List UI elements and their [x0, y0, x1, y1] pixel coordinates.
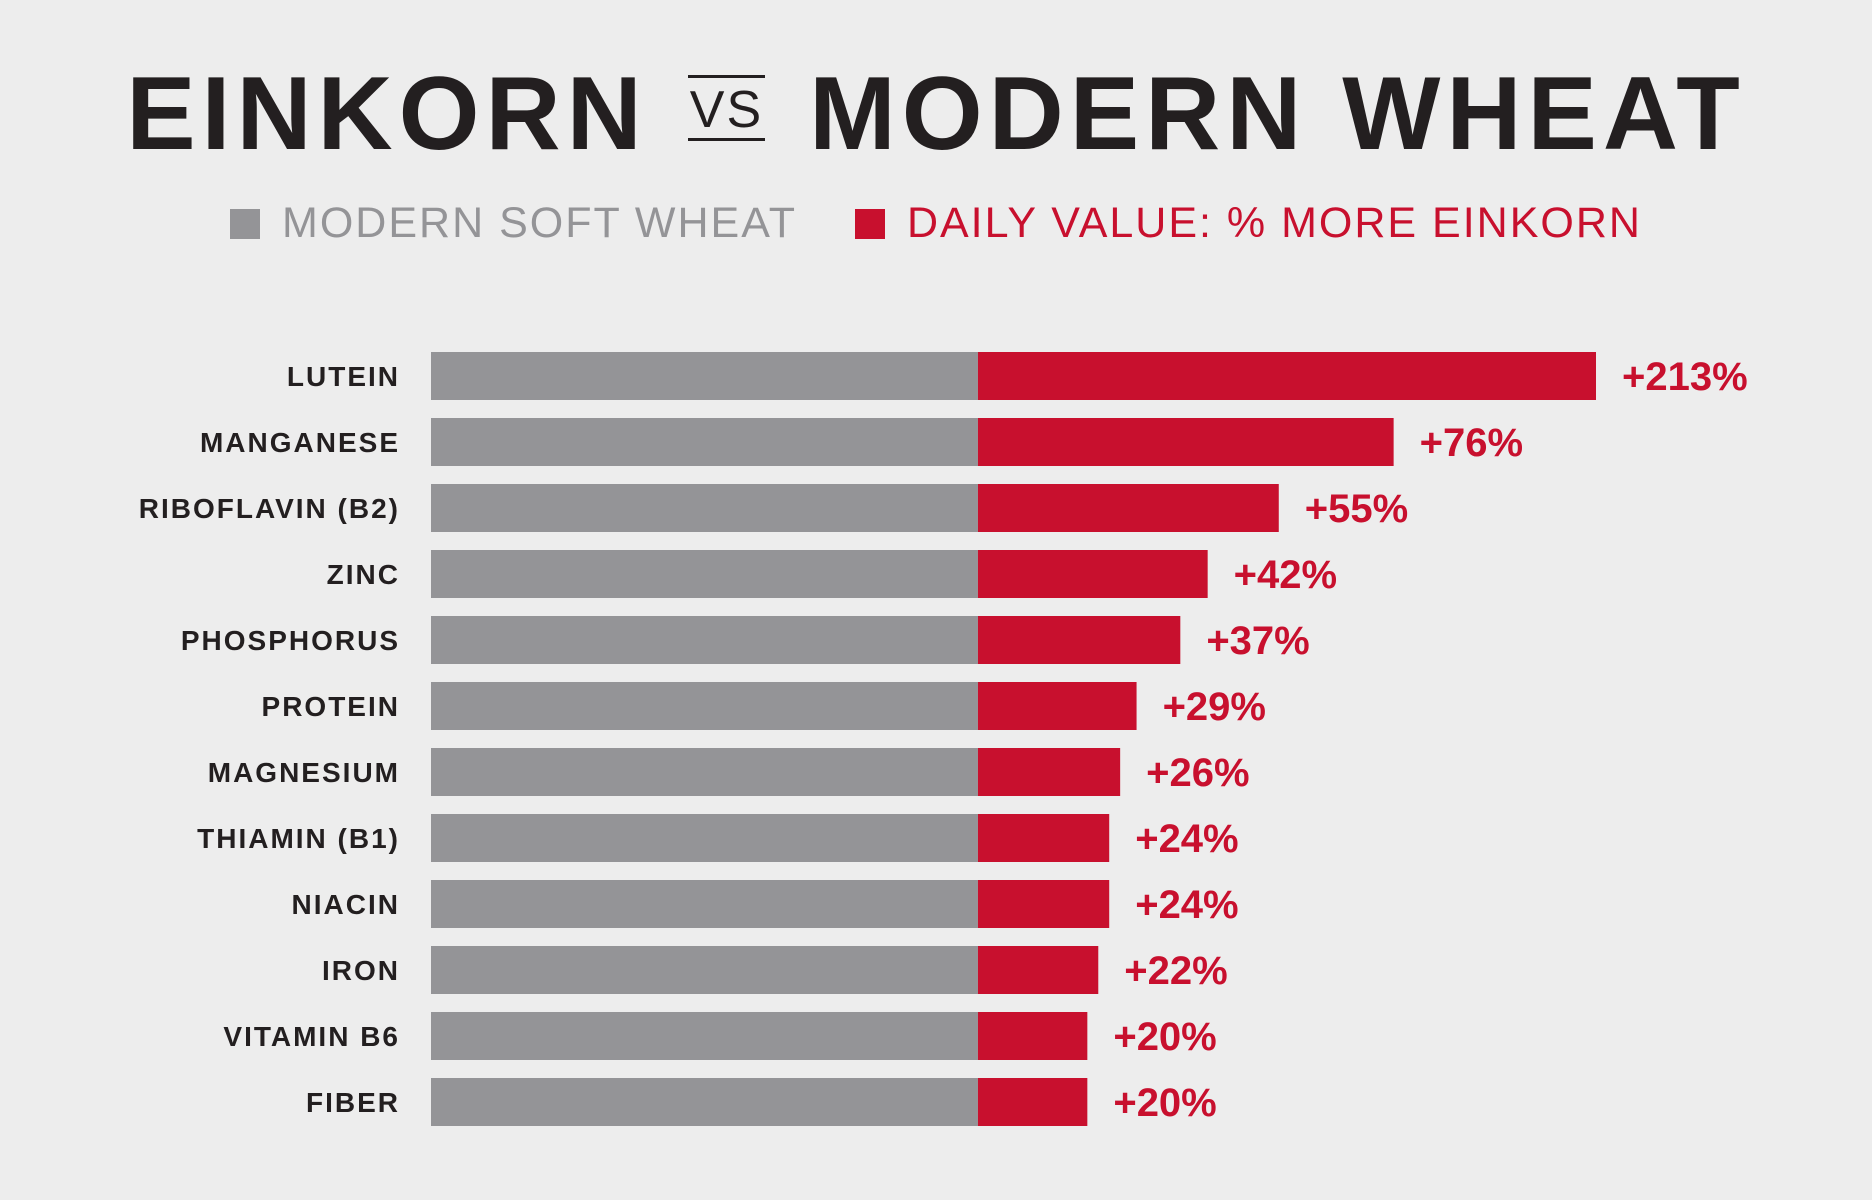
bar-einkorn: [977, 748, 1121, 796]
bar-modern: [431, 352, 978, 400]
category-label: IRON: [322, 955, 400, 986]
value-label: +24%: [1135, 883, 1238, 927]
legend-item-modern: MODERN SOFT WHEAT: [230, 202, 797, 245]
bar-einkorn: [977, 1078, 1088, 1126]
bar-einkorn: [977, 616, 1181, 664]
legend-label-modern: MODERN SOFT WHEAT: [282, 199, 797, 247]
category-label: NIACIN: [292, 889, 400, 920]
legend-label-einkorn: DAILY VALUE: % MORE EINKORN: [906, 199, 1642, 247]
category-label: FIBER: [306, 1087, 400, 1118]
value-label: +29%: [1163, 685, 1266, 729]
bar-modern: [431, 418, 978, 466]
value-label: +37%: [1206, 619, 1309, 663]
category-label: PROTEIN: [262, 691, 400, 722]
legend-swatch-einkorn: [854, 208, 885, 239]
value-label: +24%: [1135, 817, 1238, 861]
bar-einkorn: [977, 814, 1110, 862]
bar-modern: [431, 880, 978, 928]
value-label: +213%: [1622, 355, 1748, 399]
title-einkorn: EINKORN: [126, 56, 648, 172]
title-vs: VS: [687, 75, 766, 141]
bar-einkorn: [977, 880, 1110, 928]
value-label: +22%: [1124, 949, 1227, 993]
bar-modern: [431, 748, 978, 796]
bar-einkorn: [977, 550, 1208, 598]
category-label: MANGANESE: [200, 427, 400, 458]
value-label: +20%: [1113, 1081, 1216, 1125]
chart-title: EINKORN VS MODERN WHEAT: [0, 62, 1872, 166]
bar-modern: [431, 1078, 978, 1126]
bar-modern: [431, 484, 978, 532]
bar-einkorn: [977, 352, 1596, 400]
value-label: +20%: [1113, 1015, 1216, 1059]
value-label: +55%: [1305, 487, 1408, 531]
title-modern-wheat: MODERN WHEAT: [809, 56, 1746, 172]
chart-legend: MODERN SOFT WHEAT DAILY VALUE: % MORE EI…: [0, 202, 1872, 247]
bar-einkorn: [977, 946, 1099, 994]
category-label: VITAMIN B6: [223, 1021, 400, 1052]
value-label: +26%: [1146, 751, 1249, 795]
category-label: THIAMIN (B1): [197, 823, 400, 854]
bar-einkorn: [977, 682, 1137, 730]
bar-modern: [431, 814, 978, 862]
bar-einkorn: [977, 484, 1279, 532]
category-label: RIBOFLAVIN (B2): [139, 493, 400, 524]
bar-modern: [431, 616, 978, 664]
bar-modern: [431, 550, 978, 598]
value-label: +76%: [1420, 421, 1523, 465]
legend-swatch-modern: [230, 208, 261, 239]
bar-einkorn: [977, 418, 1394, 466]
category-label: MAGNESIUM: [208, 757, 400, 788]
bar-modern: [431, 946, 978, 994]
value-label: +42%: [1234, 553, 1337, 597]
category-label: LUTEIN: [287, 361, 400, 392]
bar-modern: [431, 682, 978, 730]
category-label: PHOSPHORUS: [181, 625, 400, 656]
legend-item-einkorn: DAILY VALUE: % MORE EINKORN: [854, 199, 1642, 247]
category-label: ZINC: [327, 559, 400, 590]
bar-einkorn: [977, 1012, 1088, 1060]
bar-modern: [431, 1012, 978, 1060]
